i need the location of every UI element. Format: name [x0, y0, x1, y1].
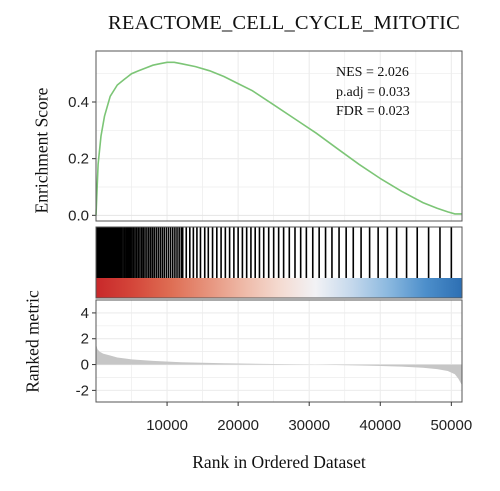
ranked-metric-area — [96, 343, 462, 386]
y-tick-label: 0.0 — [68, 207, 89, 224]
y-tick-label: -2 — [76, 382, 89, 399]
hits-frame — [95, 226, 463, 299]
enrichment-score-label: Enrichment Score — [31, 87, 52, 214]
fdr-value: FDR = 0.023 — [336, 104, 410, 119]
x-axis-label: Rank in Ordered Dataset — [192, 452, 366, 472]
x-tick-label: 40000 — [359, 417, 401, 434]
enrichment-score-line — [95, 61, 462, 216]
rank-color-bar — [96, 278, 462, 298]
x-tick-label: 30000 — [288, 417, 330, 434]
enrichment-panel: 0.0 0.2 0.4 — [68, 50, 463, 224]
chart-title: REACTOME_CELL_CYCLE_MITOTIC — [108, 12, 460, 34]
ranked-background — [96, 300, 462, 402]
y-tick-label: 0 — [81, 357, 89, 374]
x-tick-label: 50000 — [430, 417, 472, 434]
x-tick-label: 10000 — [146, 417, 188, 434]
y-tick-label: 4 — [81, 305, 89, 322]
enrichment-frame — [95, 50, 463, 222]
ranked-metric-panel: -2 0 2 4 — [76, 299, 463, 403]
stats-annotation: NES = 2.026 p.adj = 0.033 FDR = 0.023 — [336, 63, 410, 122]
ranked-frame — [95, 299, 463, 403]
ranked-metric-label: Ranked metric — [22, 290, 43, 393]
enrichment-background — [96, 51, 462, 221]
y-tick-label: 0.2 — [68, 151, 89, 168]
y-tick-label: 0.4 — [68, 94, 89, 111]
padj-value: p.adj = 0.033 — [336, 84, 410, 100]
x-axis: 10000 20000 30000 40000 50000 — [146, 402, 472, 434]
x-tick-label: 20000 — [217, 417, 259, 434]
y-tick-label: 2 — [81, 331, 89, 348]
hits-panel — [95, 226, 463, 299]
nes-value: NES = 2.026 — [336, 65, 409, 80]
